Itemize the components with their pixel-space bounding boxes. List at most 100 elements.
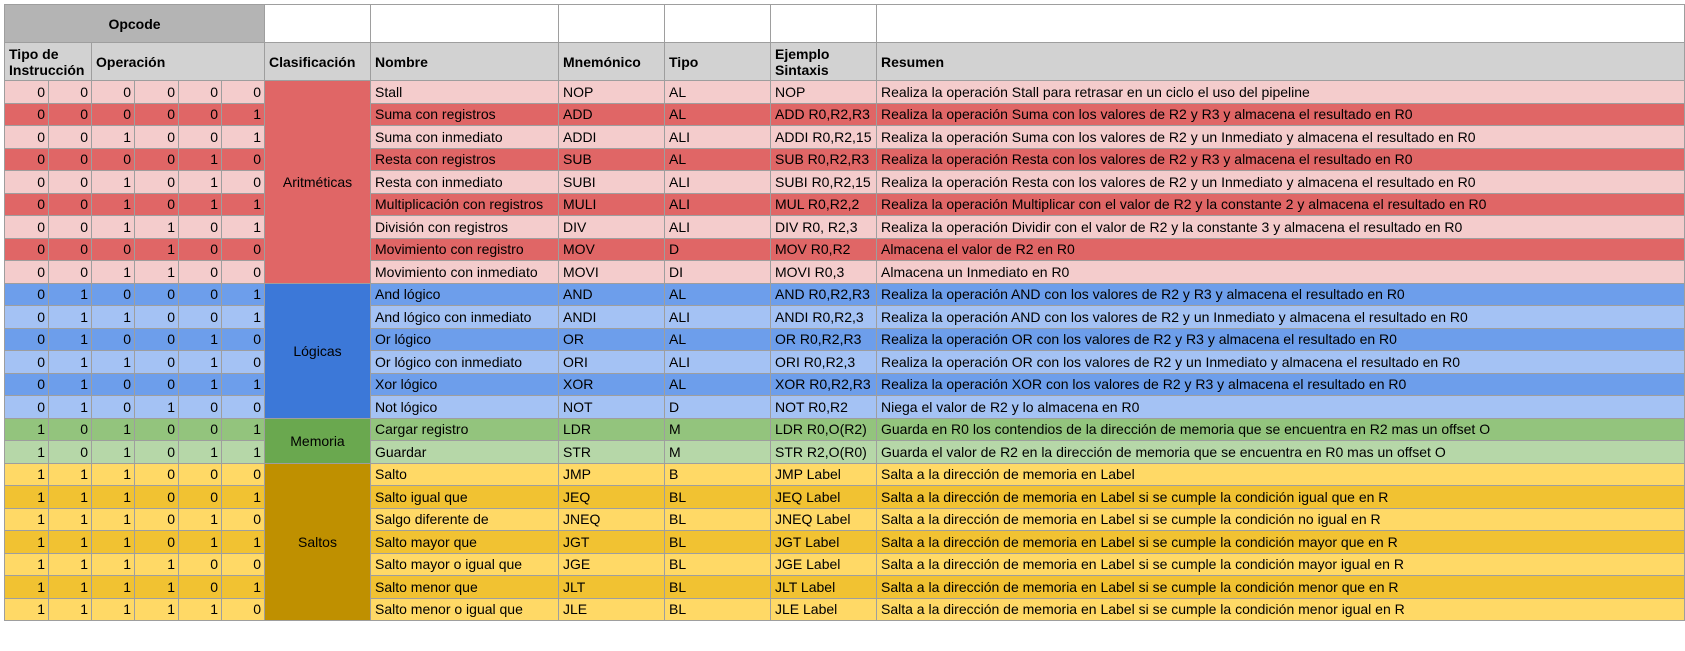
opcode-bit-cell[interactable]: 1 [91,575,135,599]
mnemonico-cell[interactable]: OR [558,327,665,351]
opcode-bit-cell[interactable]: 0 [221,260,265,284]
ejemplo-cell[interactable]: JLE Label [770,597,877,621]
tipo-cell[interactable]: ALI [664,125,771,149]
nombre-cell[interactable]: Or lógico con inmediato [370,350,559,374]
opcode-bit-cell[interactable]: 0 [134,327,179,351]
ejemplo-cell[interactable]: JMP Label [770,462,877,486]
opcode-bit-cell[interactable]: 1 [221,282,265,306]
nombre-cell[interactable]: Salgo diferente de [370,507,559,531]
opcode-bit-cell[interactable]: 0 [134,147,179,171]
tipo-cell[interactable]: ALI [664,215,771,239]
ejemplo-cell[interactable]: AND R0,R2,R3 [770,282,877,306]
opcode-bit-cell[interactable]: 0 [48,170,92,194]
tipo-cell[interactable]: BL [664,530,771,554]
tipo-cell[interactable]: M [664,440,771,464]
opcode-bit-cell[interactable]: 0 [178,102,222,126]
resumen-cell[interactable]: Salta a la dirección de memoria en Label… [876,552,1685,576]
opcode-bit-cell[interactable]: 0 [48,192,92,216]
mnemonico-cell[interactable]: NOT [558,395,665,419]
opcode-bit-cell[interactable]: 0 [134,170,179,194]
opcode-bit-cell[interactable]: 1 [178,372,222,396]
classification-cell-memoria[interactable]: Memoria [264,417,371,464]
nombre-cell[interactable]: Guardar [370,440,559,464]
opcode-bit-cell[interactable]: 0 [134,102,179,126]
opcode-bit-cell[interactable]: 1 [48,327,92,351]
opcode-bit-cell[interactable]: 0 [134,192,179,216]
opcode-bit-cell[interactable]: 0 [221,237,265,261]
opcode-bit-cell[interactable]: 0 [134,282,179,306]
opcode-bit-cell[interactable]: 0 [4,215,49,239]
mnemonico-cell[interactable]: SUB [558,147,665,171]
opcode-bit-cell[interactable]: 0 [48,147,92,171]
resumen-cell[interactable]: Realiza la operación Resta con los valor… [876,170,1685,194]
mnemonico-cell[interactable]: MOV [558,237,665,261]
nombre-cell[interactable]: Not lógico [370,395,559,419]
resumen-cell[interactable]: Guarda el valor de R2 en la dirección de… [876,440,1685,464]
opcode-bit-cell[interactable]: 1 [221,485,265,509]
opcode-bit-cell[interactable]: 1 [91,125,135,149]
mnemonico-cell[interactable]: JEQ [558,485,665,509]
classification-cell-logicas[interactable]: Lógicas [264,282,371,419]
ejemplo-cell[interactable]: LDR R0,O(R2) [770,417,877,441]
opcode-bit-cell[interactable]: 1 [178,597,222,621]
opcode-bit-cell[interactable]: 1 [221,102,265,126]
mnemonico-cell[interactable]: JMP [558,462,665,486]
opcode-bit-cell[interactable]: 0 [221,597,265,621]
opcode-bit-cell[interactable]: 0 [48,237,92,261]
classification-cell-aritmeticas[interactable]: Aritméticas [264,80,371,284]
mnemonico-cell[interactable]: STR [558,440,665,464]
opcode-bit-cell[interactable]: 1 [91,507,135,531]
tipo-cell[interactable]: AL [664,102,771,126]
opcode-bit-cell[interactable]: 1 [178,147,222,171]
resumen-cell[interactable]: Realiza la operación Suma con los valore… [876,102,1685,126]
opcode-bit-cell[interactable]: 1 [178,170,222,194]
opcode-bit-cell[interactable]: 0 [221,507,265,531]
opcode-bit-cell[interactable]: 0 [178,485,222,509]
nombre-cell[interactable]: Resta con registros [370,147,559,171]
opcode-bit-cell[interactable]: 0 [178,395,222,419]
opcode-bit-cell[interactable]: 1 [48,530,92,554]
opcode-bit-cell[interactable]: 0 [134,125,179,149]
opcode-bit-cell[interactable]: 0 [178,80,222,104]
opcode-bit-cell[interactable]: 1 [134,260,179,284]
nombre-cell[interactable]: Multiplicación con registros [370,192,559,216]
opcode-bit-cell[interactable]: 1 [4,530,49,554]
opcode-bit-cell[interactable]: 0 [178,305,222,329]
mnemonico-cell[interactable]: JGT [558,530,665,554]
mnemonico-cell[interactable]: NOP [558,80,665,104]
opcode-bit-cell[interactable]: 1 [4,507,49,531]
ejemplo-cell[interactable]: NOT R0,R2 [770,395,877,419]
opcode-bit-cell[interactable]: 1 [134,395,179,419]
opcode-bit-cell[interactable]: 0 [4,125,49,149]
opcode-bit-cell[interactable]: 1 [48,350,92,374]
mnemonico-cell[interactable]: DIV [558,215,665,239]
opcode-bit-cell[interactable]: 1 [178,507,222,531]
resumen-cell[interactable]: Realiza la operación Dividir con el valo… [876,215,1685,239]
opcode-bit-cell[interactable]: 1 [91,215,135,239]
resumen-cell[interactable]: Realiza la operación OR con los valores … [876,327,1685,351]
ejemplo-cell[interactable]: ADD R0,R2,R3 [770,102,877,126]
opcode-bit-cell[interactable]: 0 [48,125,92,149]
tipo-cell[interactable]: AL [664,327,771,351]
opcode-bit-cell[interactable]: 0 [91,237,135,261]
mnemonico-cell[interactable]: ADDI [558,125,665,149]
resumen-cell[interactable]: Realiza la operación XOR con los valores… [876,372,1685,396]
opcode-bit-cell[interactable]: 0 [221,462,265,486]
tipo-cell[interactable]: BL [664,552,771,576]
opcode-bit-cell[interactable]: 1 [48,395,92,419]
opcode-bit-cell[interactable]: 1 [134,597,179,621]
opcode-bit-cell[interactable]: 0 [134,372,179,396]
opcode-bit-cell[interactable]: 1 [221,125,265,149]
opcode-bit-cell[interactable]: 1 [4,552,49,576]
blank-cell[interactable] [370,4,559,43]
resumen-cell[interactable]: Salta a la dirección de memoria en Label… [876,597,1685,621]
resumen-cell[interactable]: Salta a la dirección de memoria en Label… [876,507,1685,531]
opcode-bit-cell[interactable]: 0 [91,282,135,306]
ejemplo-cell[interactable]: ORI R0,R2,3 [770,350,877,374]
column-header-tipo[interactable]: Tipo [664,42,771,81]
tipo-cell[interactable]: M [664,417,771,441]
ejemplo-cell[interactable]: MOV R0,R2 [770,237,877,261]
ejemplo-cell[interactable]: MOVI R0,3 [770,260,877,284]
opcode-bit-cell[interactable]: 0 [178,552,222,576]
mnemonico-cell[interactable]: ANDI [558,305,665,329]
